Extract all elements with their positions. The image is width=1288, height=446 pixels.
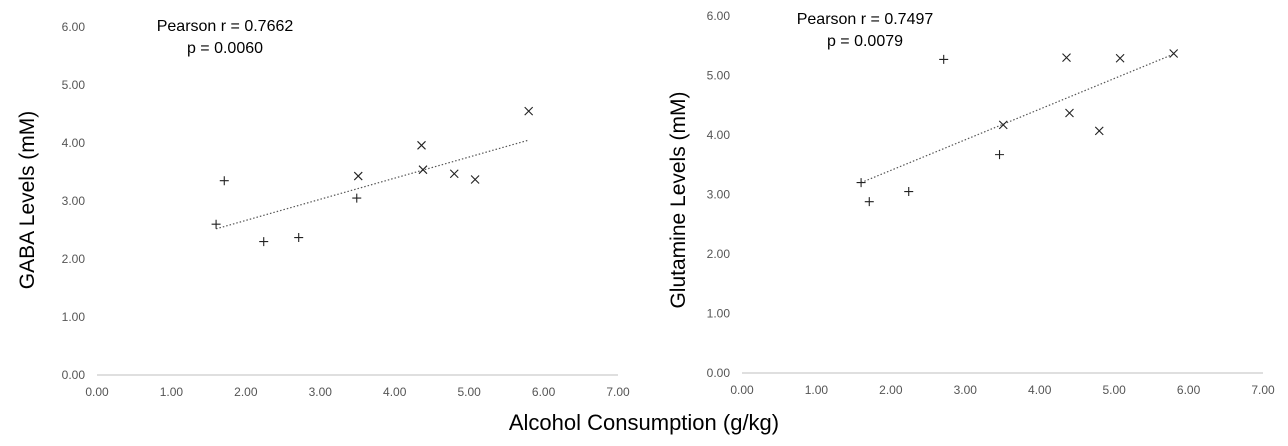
y-tick-label: 2.00 [62, 252, 86, 266]
x-tick-label: 7.00 [1251, 383, 1275, 397]
y-tick-label: 0.00 [707, 366, 731, 380]
plus-data-point [352, 193, 362, 203]
x-tick-label: 6.00 [532, 385, 556, 399]
plus-data-point [856, 178, 866, 188]
x-tick-label: 5.00 [457, 385, 481, 399]
plus-data-point [211, 219, 221, 229]
x-tick-label: 0.00 [85, 385, 109, 399]
pearson-r-annotation: Pearson r = 0.7662 [157, 18, 294, 35]
y-tick-label: 2.00 [707, 247, 731, 261]
x-tick-label: 1.00 [805, 383, 829, 397]
cross-data-point [418, 165, 428, 175]
pearson-r-annotation: Pearson r = 0.7497 [797, 11, 934, 28]
y-axis-label: GABA Levels (mM) [16, 111, 39, 290]
y-tick-label: 4.00 [62, 136, 86, 150]
cross-data-point [1062, 53, 1071, 63]
plus-data-point [219, 176, 229, 186]
trendline [215, 139, 529, 230]
y-tick-label: 3.00 [707, 188, 731, 202]
y-tick-label: 6.00 [62, 20, 86, 34]
plus-data-point [995, 150, 1005, 160]
plus-data-point [939, 54, 949, 64]
x-tick-label: 2.00 [879, 383, 903, 397]
cross-data-point [470, 175, 480, 184]
x-tick-label: 7.00 [606, 385, 630, 399]
cross-data-point [524, 106, 534, 116]
cross-data-point [1115, 53, 1125, 63]
y-tick-label: 4.00 [707, 128, 731, 142]
y-tick-label: 6.00 [707, 9, 731, 23]
x-tick-label: 3.00 [309, 385, 333, 399]
x-tick-label: 6.00 [1177, 383, 1201, 397]
cross-data-point [417, 140, 426, 150]
y-tick-label: 5.00 [707, 69, 731, 83]
plus-data-point [294, 233, 304, 243]
cross-data-point [1169, 49, 1179, 58]
y-tick-label: 1.00 [707, 307, 731, 321]
cross-data-point [1094, 126, 1104, 136]
x-tick-label: 4.00 [1028, 383, 1052, 397]
x-tick-label: 0.00 [730, 383, 754, 397]
gaba-chart: GABA Levels (mM) Pearson r = 0.7662 p = … [16, 18, 630, 399]
y-tick-label: 0.00 [62, 368, 86, 382]
y-tick-label: 5.00 [62, 78, 86, 92]
plus-data-point [864, 197, 874, 207]
cross-data-point [998, 120, 1008, 130]
cross-data-point [1065, 108, 1074, 118]
x-tick-label: 1.00 [160, 385, 184, 399]
x-tick-label: 4.00 [383, 385, 407, 399]
glutamine-chart: Glutamine Levels (mM) Pearson r = 0.7497… [667, 9, 1275, 397]
p-value-annotation: p = 0.0060 [187, 40, 263, 57]
cross-data-point [449, 169, 459, 179]
y-tick-label: 1.00 [62, 310, 86, 324]
cross-data-point [353, 171, 363, 181]
y-axis-label: Glutamine Levels (mM) [667, 91, 690, 308]
plus-data-point [259, 237, 269, 247]
x-tick-label: 2.00 [234, 385, 258, 399]
plus-data-point [904, 187, 914, 197]
y-tick-label: 3.00 [62, 194, 86, 208]
trendline [860, 53, 1174, 184]
x-tick-label: 5.00 [1102, 383, 1126, 397]
x-tick-label: 3.00 [954, 383, 978, 397]
shared-x-axis-label: Alcohol Consumption (g/kg) [508, 410, 780, 435]
p-value-annotation: p = 0.0079 [827, 33, 903, 50]
